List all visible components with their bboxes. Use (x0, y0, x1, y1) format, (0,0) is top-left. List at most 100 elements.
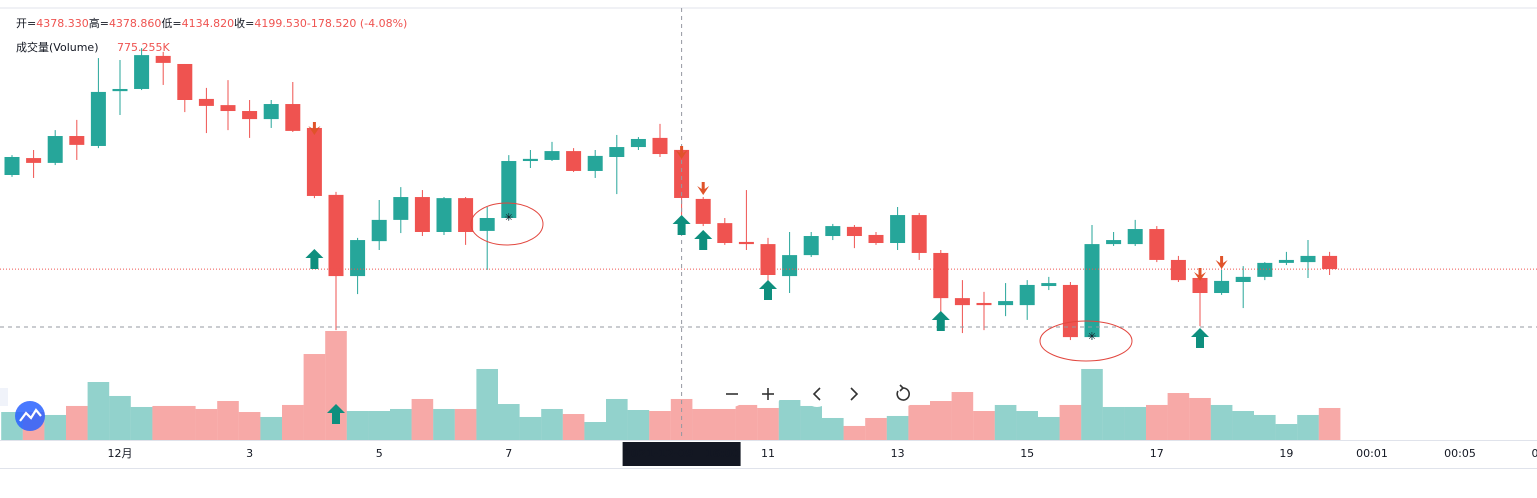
volume-bar (1167, 393, 1190, 440)
legend-label: 高= (89, 16, 109, 30)
volume-bar (714, 408, 736, 440)
candle-body (177, 63, 193, 100)
volume-bar (1146, 404, 1168, 440)
candle-body (479, 218, 495, 231)
x-tick-label: 7 (505, 447, 512, 460)
candle-body (198, 98, 214, 106)
zoom-in-button[interactable] (755, 381, 781, 407)
x-tick-label: 17 (1150, 447, 1164, 460)
sell-arrow (697, 182, 710, 195)
side-handle[interactable] (0, 388, 8, 406)
volume-bar (519, 416, 542, 440)
volume-bar (1081, 368, 1103, 440)
candle-body (134, 55, 150, 89)
marker-star: ✳ (1087, 330, 1096, 343)
volume-bar (735, 404, 758, 440)
candle-body (760, 244, 776, 275)
volume-bar (66, 405, 88, 440)
candle-body (69, 136, 85, 145)
volume-bar (541, 408, 563, 440)
candle-body (1062, 284, 1078, 338)
candle-body (220, 105, 236, 112)
volume-bar (886, 415, 909, 440)
volume-bar (757, 407, 779, 440)
volume-bar (1297, 414, 1319, 440)
candle-body (976, 302, 992, 306)
legend-label: 低= (161, 17, 181, 30)
candle-body (933, 252, 949, 299)
volume-bar (606, 398, 628, 440)
marker-star: ✳ (504, 211, 513, 224)
candle-body (522, 158, 538, 162)
candle-body (1192, 277, 1208, 294)
volume-bar (260, 416, 282, 440)
candle-body (954, 298, 970, 306)
legend-label: 开= (16, 17, 36, 30)
candle-body (1084, 244, 1100, 338)
candle-body (1106, 240, 1122, 245)
x-tick-label: 13 (891, 447, 905, 460)
volume-bar (109, 395, 131, 440)
plot (1, 48, 1341, 440)
candle-body (306, 127, 322, 196)
candle-body (1170, 259, 1186, 281)
candle-body (890, 215, 906, 244)
candle-body (1149, 229, 1165, 260)
candle-body (587, 155, 603, 171)
volume-bar (865, 417, 887, 440)
x-tick-label: 00:05 (1444, 447, 1476, 460)
scroll-left-button[interactable] (804, 381, 830, 407)
candle-body (609, 147, 625, 157)
volume-bar (1189, 397, 1211, 440)
candle-body (695, 198, 711, 224)
volume-bar (822, 417, 844, 440)
buy-arrow (694, 230, 713, 250)
candle-body (436, 198, 452, 232)
candle-body (112, 88, 128, 92)
volume-bar (778, 400, 801, 440)
candle-body (1214, 280, 1230, 294)
candle-body (4, 156, 20, 175)
volume-bar (174, 405, 196, 440)
logo[interactable] (15, 401, 45, 431)
candle-body (998, 301, 1014, 306)
buy-arrow (672, 215, 691, 235)
legend-value: 4378.330 (36, 17, 89, 30)
sell-arrow (1194, 268, 1206, 281)
volume-bar (1210, 404, 1233, 440)
candle-body (1041, 283, 1057, 287)
volume-legend-value: 775.255K (117, 41, 170, 54)
candle-body (1322, 255, 1338, 270)
candle-body (26, 158, 42, 163)
x-tick-label: 12月 (108, 447, 133, 460)
candle-body (868, 234, 884, 244)
candle-body (1300, 255, 1316, 263)
volume-bar (1102, 406, 1125, 440)
volume-bar (800, 405, 822, 440)
sell-arrow (675, 146, 688, 159)
candle-body (782, 255, 798, 277)
buy-arrow (327, 404, 345, 424)
volume-bar (498, 404, 520, 440)
reset-button[interactable] (890, 381, 916, 407)
candle-body (674, 149, 690, 198)
volume-legend-label: 成交量(Volume) (16, 40, 99, 54)
volume-bar (584, 422, 606, 440)
scroll-right-button[interactable] (841, 381, 867, 407)
x-tick-label: 11 (761, 447, 775, 460)
volume-bar (994, 404, 1017, 440)
highlight-circle (470, 202, 544, 246)
candle-body (90, 91, 106, 146)
volume-bar (44, 414, 66, 440)
volume-bar (973, 411, 995, 440)
x-tick-label: 3 (246, 447, 253, 460)
volume-bar (390, 408, 412, 440)
zoom-out-button[interactable] (719, 381, 745, 407)
volume-bar (368, 411, 390, 440)
volume-bar (908, 404, 930, 440)
volume-bar (411, 398, 434, 440)
candle-body (501, 161, 517, 219)
x-tick-label: 5 (376, 447, 383, 460)
volume-bar (1232, 411, 1254, 440)
candle-body (544, 151, 560, 160)
